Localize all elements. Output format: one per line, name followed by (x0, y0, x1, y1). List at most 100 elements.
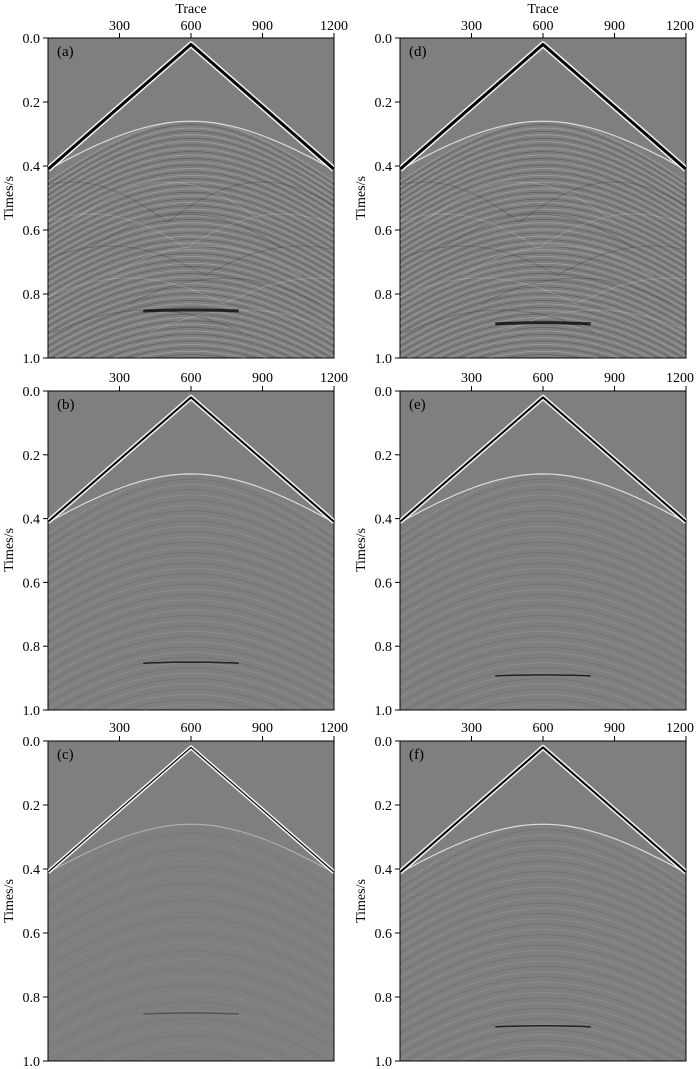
reflection-event (48, 127, 334, 188)
reflection-event (52, 1018, 330, 1061)
reflection-event (400, 541, 686, 593)
reflection-event (400, 944, 686, 994)
reflection-event (400, 657, 686, 704)
panel-label: (d) (409, 44, 427, 60)
reflection-event (446, 688, 640, 710)
reflection-event (48, 212, 334, 262)
reflection-event (48, 840, 334, 899)
deep-event (495, 674, 591, 677)
reflection-event (94, 688, 288, 710)
plot-area (47, 390, 335, 711)
reflection-event (400, 168, 686, 222)
reflection-event (48, 959, 334, 1007)
reflection-event (48, 568, 334, 618)
panel-b: (b) Times/s 300 600 900 1200 0.0 0.2 0.4… (2, 371, 348, 719)
reflection-event (48, 657, 334, 704)
seismic-events (400, 41, 686, 358)
reflection-event (475, 347, 611, 358)
reflection-event (48, 857, 334, 913)
reflection-event (48, 174, 334, 228)
reflection-event (48, 630, 334, 678)
reflection-event (48, 615, 334, 663)
seismic-events (400, 744, 686, 1061)
reflection-event (48, 651, 334, 699)
x-tick-label: 600 (533, 371, 554, 386)
reflection-event (434, 683, 652, 710)
x-tick-label: 900 (252, 721, 273, 736)
reflection-event (400, 157, 686, 213)
reflection-event (48, 303, 334, 350)
y-tick-label: 0.0 (375, 385, 393, 400)
reflection-event (48, 531, 334, 584)
x-ticks: 300 600 900 1200 (109, 19, 348, 38)
reflection-event (400, 483, 686, 543)
reflection-event (400, 205, 686, 256)
reflection-event (400, 510, 686, 565)
x-ticks: 300 600 900 1200 (109, 721, 348, 741)
reflection-event (400, 865, 686, 920)
reflection-event (400, 646, 686, 694)
reflection-event (48, 130, 334, 190)
noise-arc (518, 181, 686, 223)
x-tick-label: 1200 (666, 721, 694, 736)
reflection-event (48, 252, 334, 301)
reflection-event (440, 333, 646, 358)
reflection-event (400, 583, 686, 633)
direct-wave (48, 746, 334, 873)
reflection-event (48, 124, 334, 185)
reflection-event (400, 531, 686, 584)
reflection-event (48, 181, 334, 234)
panel-label: (e) (409, 397, 426, 413)
reflection-event (400, 1002, 686, 1050)
direct-wave (48, 42, 334, 171)
reflection-event (48, 942, 334, 991)
reflection-event (424, 678, 662, 710)
reflection-event (48, 891, 334, 943)
reflection-event (400, 860, 686, 916)
reflection-event (48, 578, 334, 628)
reflection-event (400, 232, 686, 282)
reflection-event (400, 615, 686, 663)
reflection-event (424, 1028, 662, 1061)
noise-arc (400, 181, 520, 223)
reflection-event (88, 333, 294, 358)
panel-e: (e) Times/s 300 600 900 1200 0.0 0.2 0.4… (354, 371, 694, 719)
x-ticks: 300 600 900 1200 (461, 19, 694, 38)
reflection-event (48, 499, 334, 556)
plot-area (399, 37, 687, 359)
reflection-event (48, 547, 334, 598)
reflection-event (400, 604, 686, 653)
reflection-event (55, 316, 327, 358)
x-tick-label: 600 (181, 371, 202, 386)
reflection-event (48, 489, 334, 547)
noise-arc (128, 277, 320, 305)
reflection-event (400, 662, 686, 709)
reflection-event (48, 536, 334, 589)
reflection-event (48, 604, 334, 653)
deep-event (143, 308, 239, 313)
y-tick-label: 0.8 (23, 288, 41, 303)
y-axis-label: Times/s (2, 176, 17, 220)
reflection-event (61, 320, 321, 358)
seismic-events (48, 745, 334, 1061)
noise-arc (71, 181, 263, 223)
reflection-event (48, 134, 334, 193)
plot-area (399, 390, 687, 711)
reflection-event (48, 984, 334, 1032)
y-tick-label: 0.0 (375, 32, 393, 47)
x-tick-label: 300 (109, 19, 130, 34)
reflection-event (456, 340, 630, 358)
reflection-event (48, 225, 334, 275)
reflection-event (400, 504, 686, 561)
reflection-event (48, 306, 334, 354)
reflection-event (72, 678, 310, 710)
reflection-event (474, 1050, 612, 1061)
x-tick-label: 1200 (320, 721, 348, 736)
reflection-event (400, 198, 686, 250)
panel-f: (f) Times/s 300 600 900 1200 0.0 0.2 0.4… (354, 721, 694, 1069)
x-tick-label: 900 (604, 721, 625, 736)
reflection-event (400, 269, 686, 317)
y-tick-label: 0.8 (375, 288, 393, 303)
reflection-event (48, 178, 334, 231)
reflection-event (48, 168, 334, 222)
